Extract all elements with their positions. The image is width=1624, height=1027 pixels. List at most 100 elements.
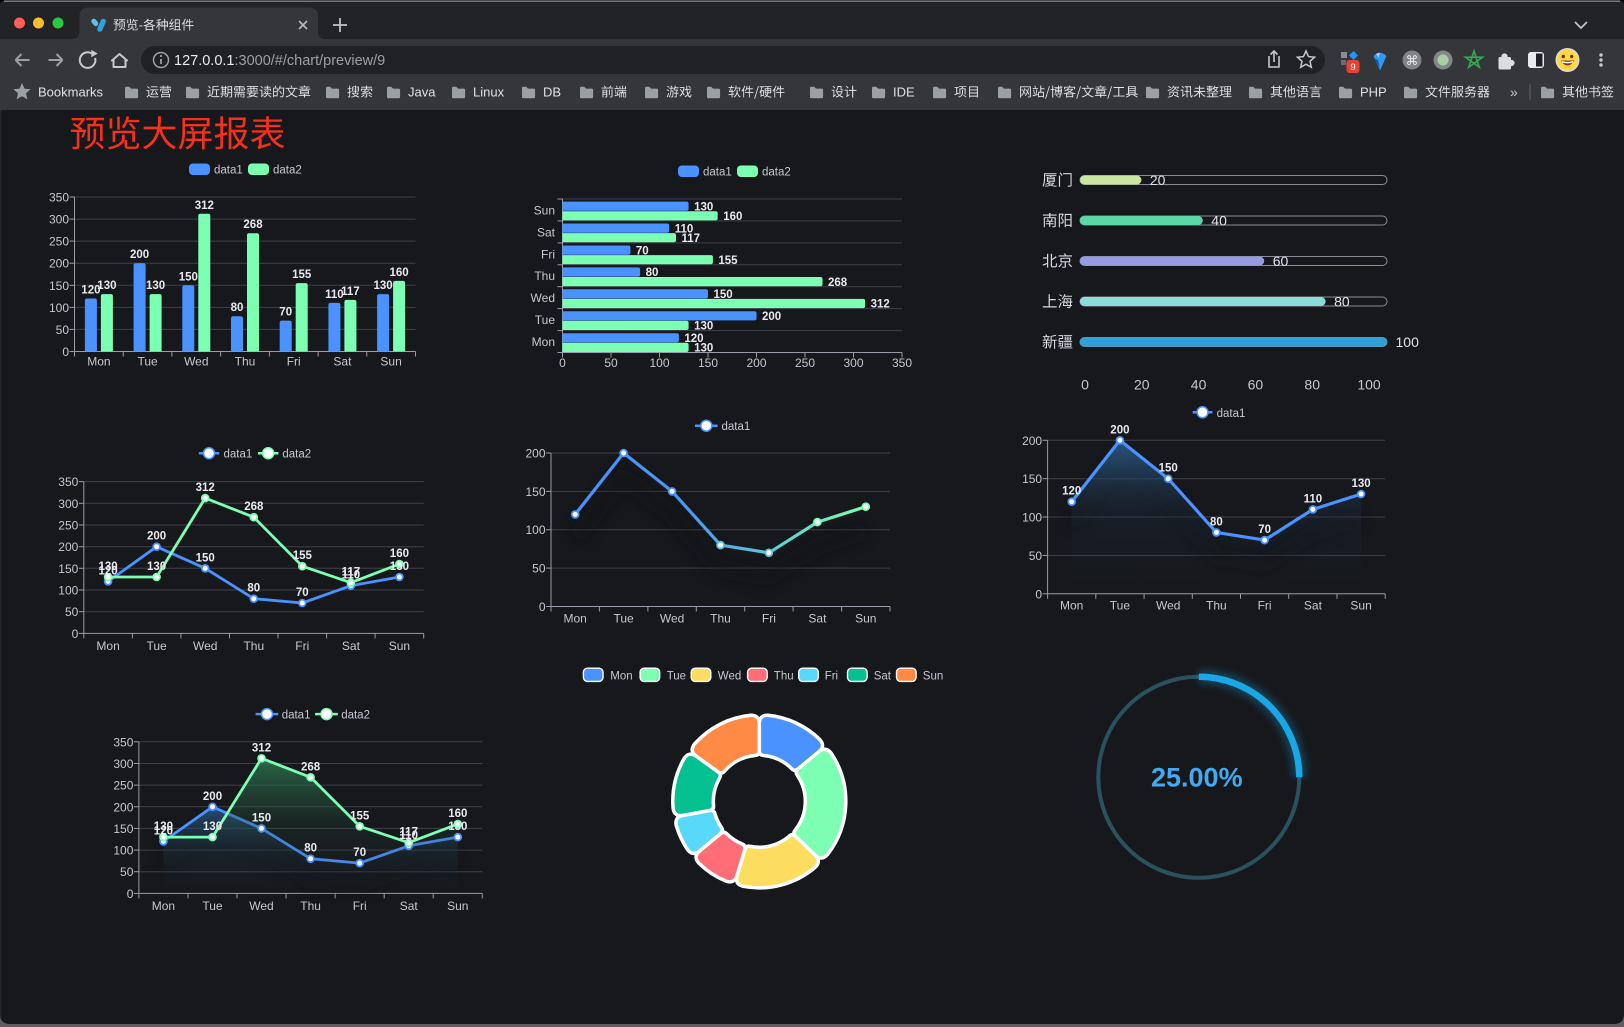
svg-text:50: 50 bbox=[56, 323, 70, 337]
svg-text:312: 312 bbox=[196, 482, 215, 494]
svg-text:0: 0 bbox=[559, 356, 566, 370]
svg-text:200: 200 bbox=[58, 540, 78, 554]
svg-text:100: 100 bbox=[1357, 377, 1381, 393]
svg-text:150: 150 bbox=[1159, 463, 1178, 475]
svg-text:100: 100 bbox=[113, 844, 133, 858]
svg-text:Tue: Tue bbox=[146, 639, 167, 653]
svg-text:Sat: Sat bbox=[874, 671, 892, 683]
svg-text:Tue: Tue bbox=[137, 355, 158, 369]
svg-text:130: 130 bbox=[374, 280, 393, 292]
svg-text:Thu: Thu bbox=[243, 639, 264, 653]
svg-text:Wed: Wed bbox=[193, 639, 217, 653]
svg-text:120: 120 bbox=[154, 825, 173, 837]
svg-text:80: 80 bbox=[247, 583, 260, 595]
svg-text:300: 300 bbox=[49, 213, 69, 227]
svg-text:Mon: Mon bbox=[152, 899, 175, 913]
svg-text:Sun: Sun bbox=[389, 639, 410, 653]
svg-text:80: 80 bbox=[304, 843, 317, 855]
svg-text:Tue: Tue bbox=[1110, 599, 1131, 613]
svg-text:Wed: Wed bbox=[249, 899, 273, 913]
svg-text:200: 200 bbox=[147, 531, 166, 543]
svg-text:130: 130 bbox=[99, 561, 118, 573]
svg-text:268: 268 bbox=[301, 761, 321, 773]
svg-text:IDE: IDE bbox=[893, 85, 915, 100]
svg-text:150: 150 bbox=[525, 485, 545, 499]
svg-text:0: 0 bbox=[62, 345, 69, 359]
svg-text:70: 70 bbox=[353, 847, 366, 859]
svg-text:250: 250 bbox=[49, 235, 69, 249]
svg-text:268: 268 bbox=[828, 277, 848, 289]
svg-text:Fri: Fri bbox=[1258, 599, 1272, 613]
svg-text:200: 200 bbox=[1022, 434, 1042, 448]
svg-text:Sat: Sat bbox=[808, 612, 827, 626]
svg-text:127.0.0.1:3000/#/chart/preview: 127.0.0.1:3000/#/chart/preview/9 bbox=[174, 53, 385, 69]
svg-text:Tue: Tue bbox=[202, 899, 223, 913]
svg-text:0: 0 bbox=[1035, 587, 1042, 601]
svg-text:Tue: Tue bbox=[535, 313, 556, 327]
svg-text:350: 350 bbox=[49, 191, 69, 205]
svg-text:150: 150 bbox=[196, 552, 215, 564]
svg-text:Sat: Sat bbox=[342, 639, 361, 653]
svg-text:60: 60 bbox=[1273, 253, 1289, 269]
svg-text:300: 300 bbox=[843, 356, 863, 370]
svg-text:Wed: Wed bbox=[1156, 599, 1180, 613]
svg-text:data2: data2 bbox=[762, 167, 791, 179]
svg-text:Tue: Tue bbox=[667, 671, 686, 683]
svg-text:Mon: Mon bbox=[87, 355, 110, 369]
svg-text:200: 200 bbox=[203, 791, 222, 803]
svg-text:9: 9 bbox=[1350, 62, 1355, 73]
svg-text:data1: data1 bbox=[224, 449, 253, 461]
svg-text:DB: DB bbox=[543, 85, 561, 100]
svg-text:Linux: Linux bbox=[473, 85, 505, 100]
svg-text:Thu: Thu bbox=[1206, 599, 1227, 613]
svg-text:data1: data1 bbox=[282, 710, 311, 722]
svg-text:Sat: Sat bbox=[1304, 599, 1323, 613]
svg-text:data2: data2 bbox=[341, 710, 370, 722]
svg-text:Wed: Wed bbox=[718, 671, 741, 683]
svg-text:117: 117 bbox=[342, 567, 361, 579]
svg-text:268: 268 bbox=[243, 219, 263, 231]
svg-text:117: 117 bbox=[399, 827, 418, 839]
svg-text:Wed: Wed bbox=[660, 612, 684, 626]
svg-text:160: 160 bbox=[390, 548, 409, 560]
svg-text:250: 250 bbox=[795, 356, 815, 370]
svg-text:50: 50 bbox=[1029, 549, 1043, 563]
svg-text:Sun: Sun bbox=[534, 204, 555, 218]
svg-text:155: 155 bbox=[293, 550, 313, 562]
svg-text:155: 155 bbox=[292, 269, 312, 281]
svg-text:100: 100 bbox=[58, 584, 78, 598]
svg-text:100: 100 bbox=[1396, 334, 1420, 350]
svg-text:150: 150 bbox=[58, 562, 78, 576]
svg-text:150: 150 bbox=[252, 812, 271, 824]
svg-text:Mon: Mon bbox=[1060, 599, 1083, 613]
svg-text:150: 150 bbox=[179, 271, 198, 283]
svg-text:100: 100 bbox=[49, 301, 69, 315]
svg-text:200: 200 bbox=[746, 356, 766, 370]
svg-text:Wed: Wed bbox=[184, 355, 208, 369]
svg-text:0: 0 bbox=[1081, 377, 1089, 393]
svg-text:350: 350 bbox=[113, 735, 133, 749]
svg-text:312: 312 bbox=[252, 742, 271, 754]
svg-text:117: 117 bbox=[341, 286, 360, 298]
svg-text:Sun: Sun bbox=[1350, 599, 1371, 613]
svg-text:200: 200 bbox=[525, 447, 545, 461]
svg-text:100: 100 bbox=[649, 356, 669, 370]
svg-text:150: 150 bbox=[1022, 472, 1042, 486]
svg-text:130: 130 bbox=[146, 280, 165, 292]
svg-text:Thu: Thu bbox=[710, 612, 731, 626]
svg-text:Thu: Thu bbox=[774, 671, 794, 683]
svg-text:312: 312 bbox=[195, 200, 214, 212]
svg-text:70: 70 bbox=[636, 245, 649, 257]
svg-text:PHP: PHP bbox=[1360, 85, 1387, 100]
svg-text:40: 40 bbox=[1191, 377, 1207, 393]
svg-text:120: 120 bbox=[1062, 486, 1081, 498]
svg-text:⌘: ⌘ bbox=[1406, 53, 1419, 68]
svg-text:100: 100 bbox=[525, 523, 545, 537]
svg-text:Sun: Sun bbox=[923, 671, 943, 683]
svg-text:300: 300 bbox=[113, 757, 133, 771]
svg-text:data1: data1 bbox=[214, 165, 243, 177]
svg-text:Fri: Fri bbox=[353, 899, 367, 913]
svg-text:40: 40 bbox=[1211, 213, 1227, 229]
svg-text:130: 130 bbox=[203, 821, 222, 833]
svg-text:300: 300 bbox=[58, 497, 78, 511]
